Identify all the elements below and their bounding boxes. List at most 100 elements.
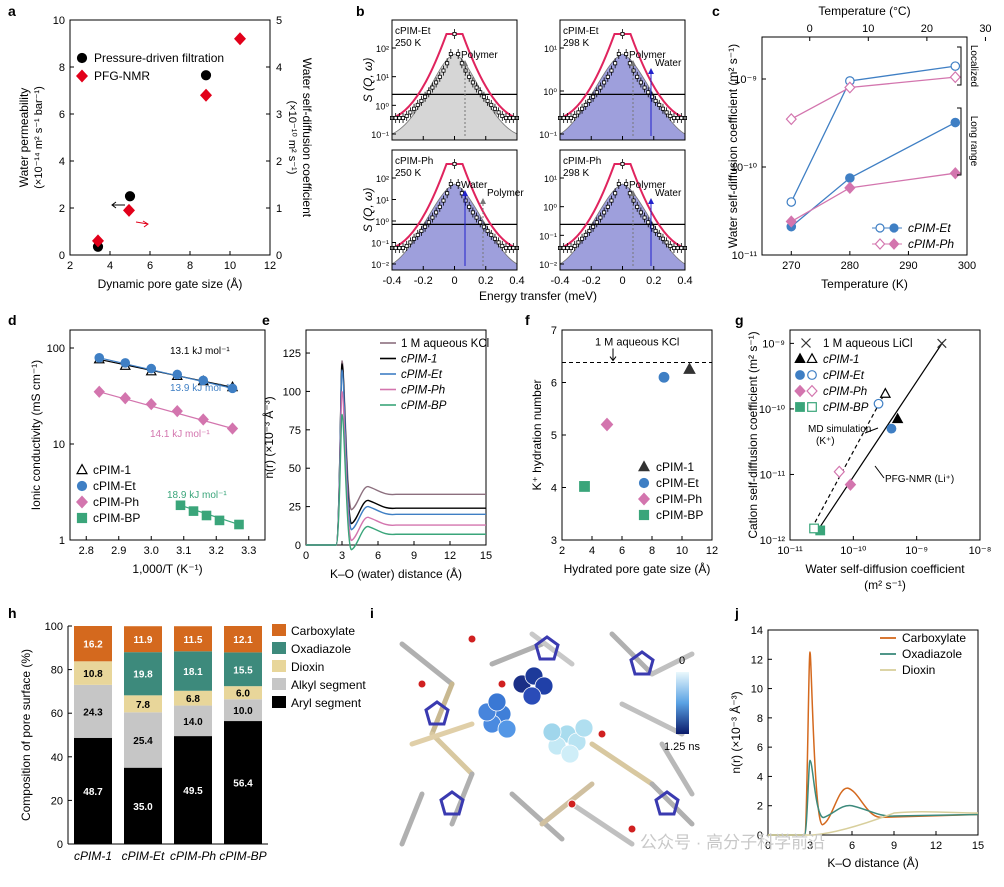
panel-label: f: [525, 312, 530, 328]
bar-segment: [74, 661, 112, 685]
x-tick-label: 12: [444, 550, 456, 562]
data-point: [448, 51, 453, 56]
x-tick-label: 3.3: [241, 545, 256, 557]
y-tick-label: 10⁻¹⁰: [759, 404, 786, 416]
legend-marker: [795, 370, 805, 380]
x-tick-label: 0.2: [646, 275, 661, 287]
legend-marker: [801, 338, 811, 348]
data-point: [609, 68, 614, 73]
y-tick-label: 8: [757, 713, 763, 725]
data-point: [613, 61, 618, 66]
data-point: [679, 245, 684, 250]
data-point: [456, 51, 461, 56]
data-point: [496, 240, 501, 245]
bar-value-label: 10.8: [83, 669, 103, 680]
watermark: 公众号 · 高分子科学前沿: [640, 833, 825, 852]
panel-c-point: [786, 197, 797, 207]
y-tick-label: 6: [59, 109, 65, 121]
molecule-stick: [609, 631, 655, 677]
panel-c-point: [950, 117, 961, 128]
panel-a-point: [200, 88, 212, 102]
data-point: [481, 224, 486, 229]
bar-value-label: 6.8: [186, 694, 200, 705]
legend-label: Oxadiazole: [291, 642, 351, 656]
data-point: [576, 110, 581, 115]
arrowhead-icon: [648, 68, 654, 74]
molecule-stick: [399, 791, 425, 847]
x-tick-label: 6: [849, 840, 855, 852]
arrowhead-icon: [648, 198, 654, 204]
x-tick-label: 2.9: [111, 545, 126, 557]
data-point: [616, 181, 621, 186]
data-point: [408, 110, 413, 115]
bar-segment: [124, 712, 162, 768]
legend-marker: [638, 460, 650, 472]
bar-segment: [174, 736, 212, 844]
data-point: [500, 113, 505, 118]
x-tick-label: 9: [891, 840, 897, 852]
oxadiazole-ring: [439, 790, 465, 816]
y-axis-title: Cation self-diffusion coefficient (m² s⁻…: [746, 331, 760, 538]
series-line: [768, 651, 979, 836]
arrowhead-icon: [630, 60, 636, 66]
data-point: [675, 245, 680, 250]
bar-segment: [124, 695, 162, 713]
data-point: [591, 94, 596, 99]
data-point: [624, 181, 629, 186]
y-tick-label: 10: [53, 439, 65, 451]
subpanel-temperature: 250 K: [395, 168, 421, 179]
legend-marker: [794, 384, 806, 398]
y-axis-units: (×10⁻¹⁴ m² s⁻¹ bar⁻¹): [33, 86, 45, 189]
legend-label: Dioxin: [902, 663, 935, 677]
data-point: [393, 245, 398, 250]
series-line: [790, 65, 956, 203]
data-point: [441, 68, 446, 73]
panel-d-point: [94, 353, 105, 363]
x-tick-label: 8: [649, 545, 655, 557]
left-arrow-icon: [111, 201, 125, 209]
panel-d-point: [171, 404, 183, 418]
series-line: [306, 360, 486, 546]
ion-position-sphere: [487, 692, 507, 712]
legend-marker: [806, 384, 818, 398]
data-point: [441, 198, 446, 203]
panel-d-point: [119, 392, 131, 405]
data-point: [430, 215, 435, 220]
y-axis-title: n(r) (×10⁻³ Å⁻³): [261, 396, 276, 478]
ion-position-sphere: [542, 722, 562, 742]
legend-label: Alkyl segment: [291, 678, 366, 692]
y-tick-label: 12: [751, 654, 763, 666]
bar-segment: [74, 684, 112, 738]
y-tick-label: 10⁻²: [539, 260, 557, 270]
panel-a-point: [124, 191, 136, 202]
bar-segment: [74, 626, 112, 662]
bar-value-label: 35.0: [133, 802, 153, 813]
oxadiazole-ring: [654, 790, 680, 816]
data-point: [408, 240, 413, 245]
subpanel-title: cPIM-Et: [395, 26, 431, 37]
marker-stroke: [937, 338, 947, 349]
x-tick-label: 300: [958, 260, 976, 272]
series-line: [306, 413, 486, 551]
data-point: [653, 228, 658, 233]
data-point: [485, 228, 490, 233]
y-tick-label: 5: [551, 430, 557, 442]
data-point: [569, 245, 574, 250]
data-point: [463, 68, 468, 73]
data-point: [609, 198, 614, 203]
data-point: [561, 116, 566, 121]
y-tick-label: 25: [289, 502, 301, 514]
data-point: [594, 220, 599, 225]
bar-segment: [224, 699, 262, 722]
data-point: [664, 110, 669, 115]
data-point: [649, 94, 654, 99]
panel-label: c: [712, 3, 720, 19]
panel-c-point: [950, 61, 961, 71]
panel-d-point: [93, 385, 105, 398]
y-tick-label: 10⁻¹⁰: [731, 162, 758, 174]
x-axis-title: Temperature (K): [821, 277, 908, 291]
panel-f-point: [683, 362, 696, 374]
reference-label: 1 M aqueous KCl: [595, 337, 679, 349]
legend-label: cPIM-Et: [656, 476, 699, 490]
bar-segment: [174, 651, 212, 691]
